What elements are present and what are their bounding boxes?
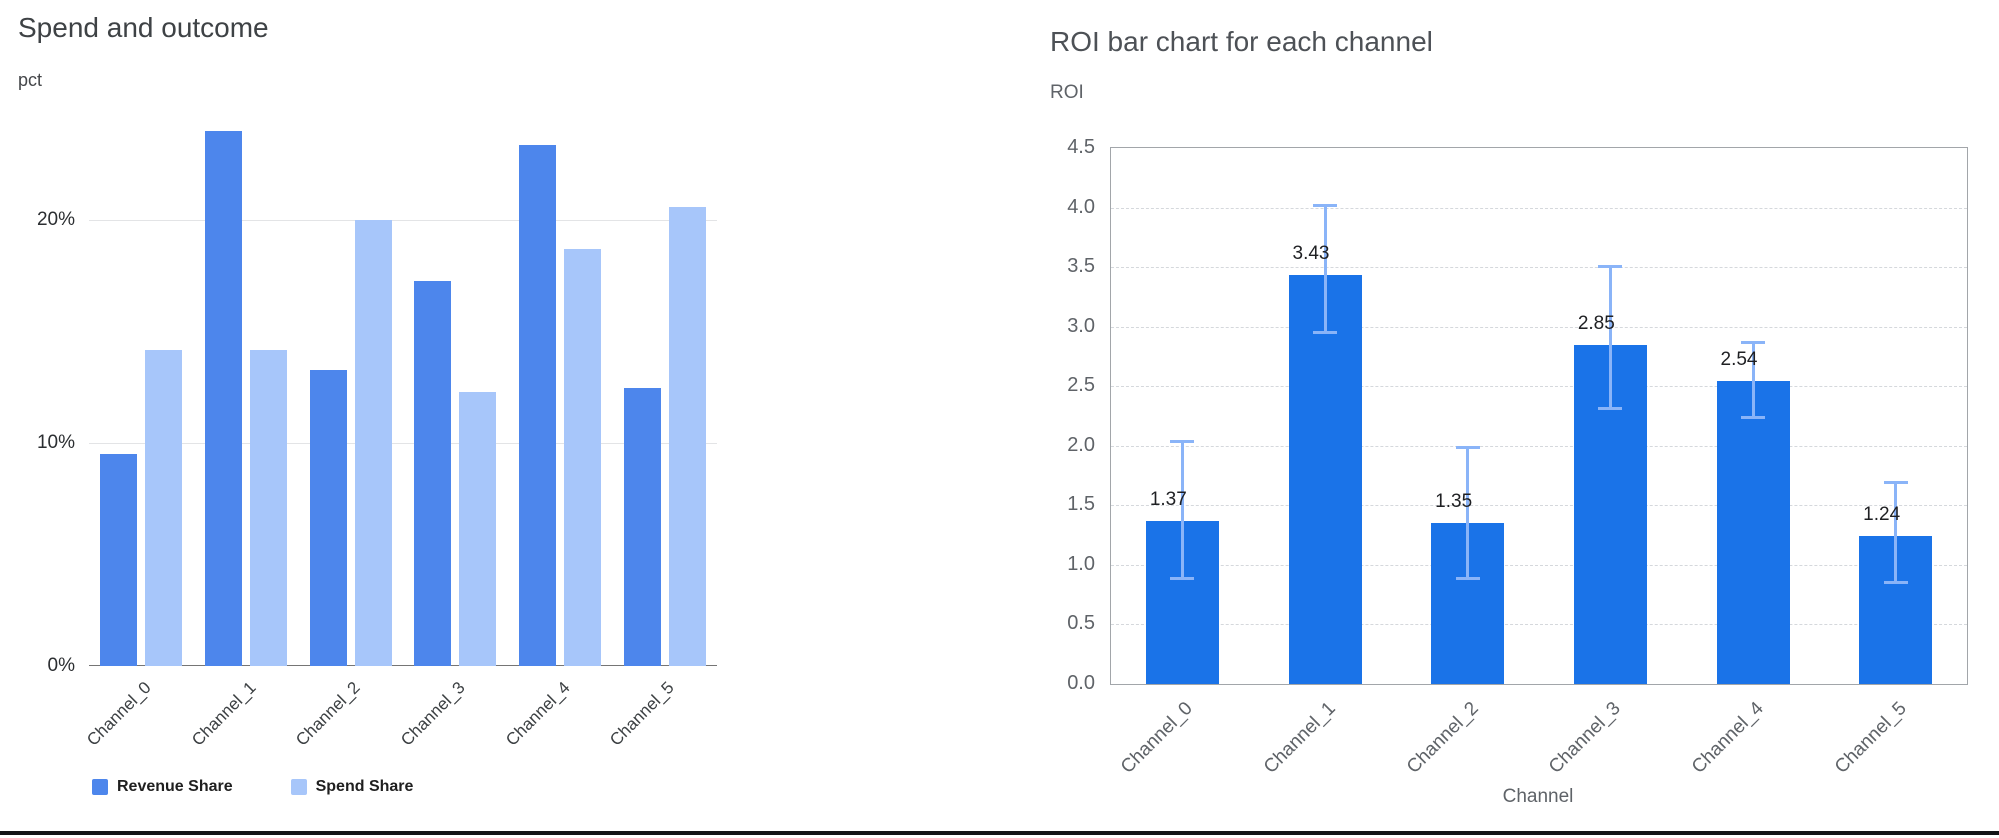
right-y-tick-label: 3.0 <box>1067 314 1095 337</box>
bar-value-label-channel-4: 2.54 <box>1720 349 1758 371</box>
x-tick-label: Channel_0 <box>1117 698 1198 778</box>
x-tick-label: Channel_5 <box>606 678 679 750</box>
right-gridline <box>1111 445 1967 447</box>
left-chart-legend: Revenue Share Spend Share <box>92 778 413 796</box>
error-bar-cap-bottom-channel-5 <box>1883 580 1908 584</box>
error-bar-cap-top-channel-2 <box>1455 445 1480 449</box>
legend-item-spend-share[interactable]: Spend Share <box>290 778 414 796</box>
right-y-tick-label: 2.0 <box>1067 433 1095 456</box>
x-tick-label: Channel_4 <box>1688 698 1768 778</box>
bar-value-label-channel-5: 1.24 <box>1863 504 1901 526</box>
right-gridline <box>1111 624 1967 626</box>
x-tick-label: Channel_2 <box>292 678 365 750</box>
bar-spend-share-channel-0[interactable] <box>145 349 183 666</box>
bar-spend-share-channel-4[interactable] <box>564 249 601 666</box>
error-bar-cap-top-channel-4 <box>1741 341 1765 345</box>
roi-chart: ROI bar chart for each channel ROI 0.0 0.… <box>1030 0 1999 838</box>
bar-value-label-channel-0: 1.37 <box>1149 488 1187 510</box>
error-bar-cap-bottom-channel-0 <box>1170 577 1195 581</box>
legend-label: Spend Share <box>315 778 414 795</box>
bar-spend-share-channel-5[interactable] <box>668 207 706 666</box>
error-bar-cap-top-channel-5 <box>1883 480 1908 484</box>
error-bar-line-channel-0 <box>1180 441 1184 580</box>
right-gridline <box>1111 386 1967 388</box>
right-y-tick-label: 4.5 <box>1067 136 1095 158</box>
left-y-tick-label: 20% <box>36 209 75 231</box>
right-gridline <box>1111 564 1967 566</box>
spend-outcome-chart: Spend and outcome pct 0% 10% 20% Channel_0 C… <box>18 12 717 796</box>
error-bar-cap-top-channel-1 <box>1313 204 1337 208</box>
right-gridline <box>1111 326 1967 328</box>
right-y-tick-label: 0.0 <box>1067 672 1095 694</box>
legend-item-revenue-share[interactable]: Revenue Share <box>92 778 233 796</box>
bar-spend-share-channel-2[interactable] <box>354 220 392 666</box>
left-chart-plot-area: 0% 10% 20% Channel_0 Channel_1 Channel_2 Chann… <box>37 109 717 750</box>
left-y-tick-label: 0% <box>47 655 75 676</box>
left-y-tick-label: 10% <box>36 432 75 454</box>
bar-roi-channel-4[interactable] <box>1716 381 1790 684</box>
left-gridline <box>89 220 717 222</box>
right-y-tick-label: 0.5 <box>1067 612 1095 635</box>
x-tick-label: Channel_2 <box>1402 698 1483 778</box>
x-tick-label: Channel_1 <box>187 678 260 750</box>
right-gridline <box>1111 505 1967 507</box>
left-chart-title: Spend and outcome <box>18 12 269 43</box>
error-bar-cap-bottom-channel-1 <box>1313 330 1337 334</box>
bar-revenue-share-channel-0[interactable] <box>100 454 138 666</box>
bar-revenue-share-channel-3[interactable] <box>414 280 452 666</box>
bar-roi-channel-1[interactable] <box>1288 275 1362 684</box>
bar-revenue-share-channel-4[interactable] <box>519 144 556 666</box>
bar-value-label-channel-3: 2.85 <box>1577 312 1615 334</box>
right-y-tick-label: 4.0 <box>1067 195 1095 218</box>
error-bar-cap-bottom-channel-4 <box>1741 416 1765 420</box>
right-chart-plot-area: 0.0 0.5 1.0 1.5 2.0 2.5 3.0 3.5 4.0 4.5 1.37 Channe… <box>1067 136 1968 778</box>
x-tick-label: Channel_5 <box>1830 698 1911 778</box>
x-tick-label: Channel_0 <box>83 678 155 750</box>
error-bar-line-channel-2 <box>1466 446 1470 580</box>
left-gridline <box>89 443 717 445</box>
left-chart-y-axis-unit: pct <box>18 70 43 90</box>
error-bar-line-channel-5 <box>1894 481 1898 583</box>
error-bar-line-channel-3 <box>1608 265 1612 409</box>
error-bar-cap-top-channel-0 <box>1170 440 1195 443</box>
error-bar-cap-bottom-channel-3 <box>1598 406 1623 410</box>
x-tick-label: Channel_3 <box>1545 698 1626 778</box>
right-y-tick-label: 1.5 <box>1067 493 1095 516</box>
right-y-tick-label: 1.0 <box>1067 552 1095 575</box>
right-y-tick-label: 2.5 <box>1067 374 1095 397</box>
error-bar-cap-top-channel-3 <box>1598 264 1623 268</box>
legend-swatch <box>290 779 307 795</box>
bar-revenue-share-channel-2[interactable] <box>309 369 347 666</box>
x-tick-label: Channel_1 <box>1260 698 1340 778</box>
bar-spend-share-channel-3[interactable] <box>459 391 497 666</box>
right-y-tick-label: 3.5 <box>1067 255 1095 278</box>
error-bar-cap-bottom-channel-2 <box>1455 577 1480 581</box>
x-tick-label: Channel_3 <box>397 678 469 750</box>
right-gridline <box>1111 207 1967 209</box>
right-chart-title: ROI bar chart for each channel <box>1050 26 1433 57</box>
bar-revenue-share-channel-5[interactable] <box>623 387 661 666</box>
bar-value-label-channel-1: 3.43 <box>1292 243 1330 265</box>
bar-spend-share-channel-1[interactable] <box>250 349 287 666</box>
right-chart-x-axis-title: Channel <box>1502 786 1574 807</box>
x-tick-label: Channel_4 <box>501 678 574 750</box>
right-chart-y-axis-title: ROI <box>1050 82 1084 103</box>
bottom-border-rule <box>0 831 1999 835</box>
bar-value-label-channel-2: 1.35 <box>1435 491 1473 513</box>
legend-swatch <box>92 779 108 795</box>
legend-label: Revenue Share <box>117 778 233 795</box>
bar-revenue-share-channel-1[interactable] <box>205 131 242 666</box>
left-x-axis-line <box>89 665 717 666</box>
error-bar-line-channel-4 <box>1751 342 1755 419</box>
error-bar-line-channel-1 <box>1323 205 1327 333</box>
right-gridline <box>1111 267 1967 269</box>
